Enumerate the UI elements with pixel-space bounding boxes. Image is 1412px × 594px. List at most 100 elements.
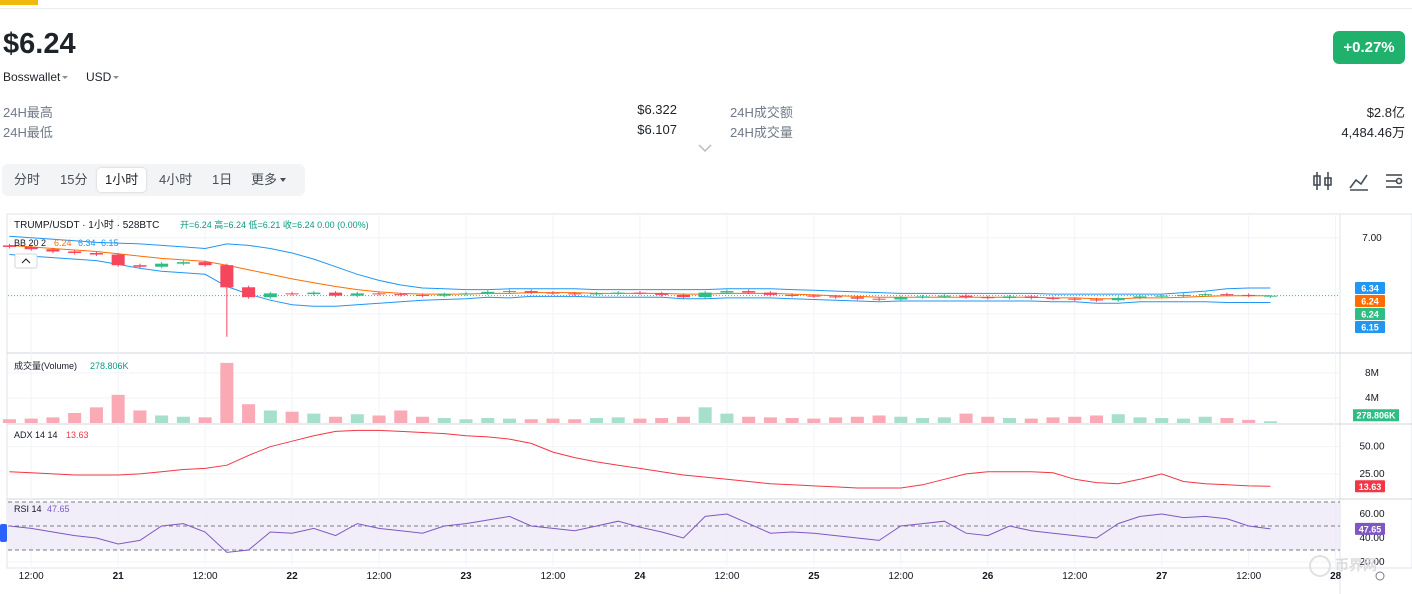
bb-upper-tag: 6.34 [1361, 284, 1379, 294]
bb-lower-tag: 6.15 [1361, 323, 1379, 333]
pane-value: 278.806K [90, 361, 129, 371]
stat-label: 24H成交额 [730, 105, 793, 120]
candle-body [437, 294, 451, 296]
volume-bar [524, 419, 538, 423]
volume-bar [133, 410, 147, 423]
expand-chevron[interactable] [697, 143, 713, 153]
volume-bar [176, 416, 190, 423]
y-tick-label: 25.00 [1359, 469, 1384, 480]
volume-bar [198, 417, 212, 423]
tab[interactable]: 15分 [60, 172, 88, 187]
tab[interactable]: 1小时 [97, 168, 147, 192]
indicator-value: 6.15 [101, 238, 119, 248]
candle-body [220, 265, 234, 288]
candle-body [785, 294, 799, 296]
candle-icon[interactable] [1313, 172, 1332, 190]
volume-tag-bg [1353, 409, 1399, 422]
x-tick-label: 26 [982, 571, 994, 582]
volume-bar [1068, 416, 1082, 423]
x-tick-label: 12:00 [19, 571, 44, 582]
symbol-line: TRUMP/USDT · 1小时 · 528BTC [14, 219, 159, 231]
x-tick-label: 23 [460, 571, 472, 582]
indicator-icon[interactable] [1349, 174, 1368, 191]
pane-title: RSI 14 [14, 504, 42, 514]
volume-bar [46, 417, 60, 423]
bb-lower-tag-bg [1355, 321, 1385, 334]
volume-bar [1111, 414, 1125, 423]
change-badge: +0.27% [1333, 31, 1405, 64]
candle-body [1089, 299, 1104, 301]
volume-bar [2, 419, 16, 423]
candle-body [307, 292, 321, 295]
exchange-select[interactable]: Bosswallet [3, 70, 70, 84]
bb-line [9, 235, 1271, 295]
candle-body [524, 291, 538, 293]
candle-body [394, 294, 408, 296]
pane-value: 47.65 [47, 504, 70, 514]
candle-body [546, 292, 560, 294]
stat-label: 24H最低 [3, 125, 53, 140]
indicator-tag: 47.65 [1359, 524, 1382, 534]
stat-value: 4,484.46万 [1341, 125, 1405, 140]
candle-body [155, 263, 169, 267]
close-tag-bg [1355, 308, 1385, 321]
candle-body [872, 298, 886, 300]
volume-bar [807, 418, 821, 423]
indicator-line [9, 429, 1271, 489]
tab[interactable]: 1日 [212, 172, 233, 187]
candle-body [459, 293, 473, 295]
interval-tabs: 分时 15分 1小时 4小时 1日 更多 [2, 164, 305, 196]
tab[interactable]: 4小时 [159, 172, 193, 187]
y-tick-label: 60.00 [1359, 509, 1384, 520]
volume-bar [372, 415, 386, 423]
candle-body [176, 262, 190, 264]
side-handle[interactable] [0, 524, 7, 542]
caret [62, 76, 69, 79]
candle-body [937, 295, 951, 297]
candle-body [742, 291, 756, 293]
pane-title: ADX 14 14 [14, 430, 58, 440]
candle-body [916, 296, 930, 298]
tab[interactable]: 更多 [243, 168, 297, 192]
volume-bar [1133, 417, 1147, 423]
exchange: Bosswallet [3, 70, 61, 84]
candle-body [1024, 296, 1038, 298]
stat-label: 24H最高 [3, 105, 53, 120]
candle-body [807, 295, 821, 297]
y-tick-label: 4M [1365, 393, 1379, 404]
volume-bar [481, 417, 495, 423]
pane-title: 成交量(Volume) [14, 360, 77, 371]
collapse-button[interactable] [14, 253, 38, 269]
settings-gear[interactable] [1375, 571, 1385, 581]
volume-bar [655, 417, 669, 423]
candle-body [1068, 298, 1082, 300]
indicator-value: 6.24 [54, 238, 72, 248]
candle-body [720, 291, 734, 293]
candle-body [46, 249, 60, 252]
candle-body [829, 296, 843, 298]
volume-bar [350, 414, 364, 423]
watermark-icon [1309, 555, 1331, 577]
volume-bar [829, 417, 843, 423]
volume-bar [285, 411, 299, 423]
volume-bar [633, 418, 647, 423]
candle-body [133, 265, 147, 267]
y-tick-label: 40.00 [1359, 533, 1384, 544]
candle-body [1220, 294, 1234, 296]
toolbar-icons [1313, 172, 1403, 191]
volume-bar [698, 407, 712, 423]
volume-bar [763, 417, 777, 423]
settings-icon[interactable] [1386, 174, 1403, 188]
volume-bar [394, 410, 408, 423]
volume-bar [242, 404, 256, 423]
x-tick-label: 25 [808, 571, 820, 582]
volume-bar [459, 419, 473, 423]
y-tick-label: 8M [1365, 368, 1379, 379]
tab[interactable]: 分时 [14, 172, 41, 187]
volume-bar [416, 416, 430, 423]
x-tick-label: 21 [113, 571, 125, 582]
volume-bar [1198, 416, 1212, 423]
ohlc-line: 开=6.24 高=6.24 低=6.21 收=6.24 0.00 (0.00%) [180, 219, 369, 230]
volume-bar [1155, 417, 1169, 423]
currency-select[interactable]: USD [86, 70, 121, 84]
